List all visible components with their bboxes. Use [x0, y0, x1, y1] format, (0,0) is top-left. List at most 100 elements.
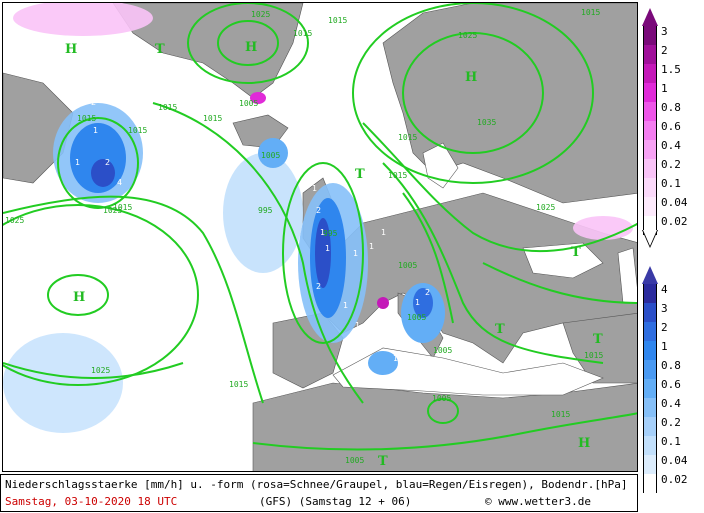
- isobar-label: 1025: [458, 31, 477, 40]
- legend-swatch: [643, 360, 657, 379]
- legend-label: 0.02: [661, 215, 688, 228]
- precip-value: 1: [369, 242, 374, 251]
- precip-value-labels: 2 1 1 2 4 1 1 2 1 1 1 2 1 1 2 1 1 1 1: [75, 89, 430, 363]
- legend-swatch: [643, 341, 657, 360]
- precip-value: 1: [343, 301, 348, 310]
- legend-swatch: [643, 455, 657, 474]
- isobar-label: 1015: [584, 351, 603, 360]
- isobar-label: 1015: [551, 410, 570, 419]
- caption-credit[interactable]: © www.wetter3.de: [485, 495, 591, 508]
- isobar-label: 1005: [345, 456, 364, 465]
- snow-legend: 3 2 1.5 1 0.8 0.6 0.4 0.2 0.1 0.04 0.02: [641, 8, 703, 248]
- precip-value: 2: [425, 288, 430, 297]
- precip-value: 1: [353, 249, 358, 258]
- isobar-label: 1015: [77, 114, 96, 123]
- isobar-label: 1025: [5, 216, 24, 225]
- isobar-label: 1015: [128, 126, 147, 135]
- mediterranean: [332, 347, 604, 396]
- legend-swatch: [643, 474, 657, 493]
- isobar-label: 1015: [293, 29, 312, 38]
- legend-label: 0.4: [661, 139, 681, 152]
- pressure-system-labels: H H H H H T T T T T T: [65, 40, 603, 469]
- high-label: H: [245, 40, 257, 55]
- precip-value: 1: [415, 298, 420, 307]
- legend-swatch: [643, 197, 657, 216]
- precip-value: 2: [316, 282, 321, 291]
- legend-label: 0.8: [661, 359, 681, 372]
- legend-label: 0.04: [661, 454, 688, 467]
- caption-panel: Niederschlagsstaerke [mm/h] u. -form (ro…: [0, 474, 638, 512]
- precip-value: 2: [105, 158, 110, 167]
- high-label: H: [578, 436, 590, 451]
- legend-swatch: [643, 26, 657, 45]
- isobar-label: 1025: [536, 203, 555, 212]
- caption-model: (GFS) (Samstag 12 + 06): [259, 495, 412, 508]
- map-canvas: H H H H H T T T T T T 1025 1015 1015 101…: [3, 3, 637, 471]
- isobar-label: 1005: [398, 261, 417, 270]
- isobar-label: 1015: [113, 203, 132, 212]
- isobar-label: 1025: [251, 10, 270, 19]
- precip-value: 1: [93, 126, 98, 135]
- isobar-label: 1035: [477, 118, 496, 127]
- legend-label: 1.5: [661, 63, 681, 76]
- greenland: [112, 3, 304, 99]
- low-label: T: [378, 454, 388, 469]
- caption-date: Samstag, 03-10-2020 18 UTC: [5, 495, 178, 508]
- precip-value: 4: [117, 178, 122, 187]
- isobar-label: 1025: [91, 366, 110, 375]
- legend-swatch: [643, 379, 657, 398]
- legend-swatch: [643, 45, 657, 64]
- legend-swatch: [643, 83, 657, 102]
- legend-label: 0.04: [661, 196, 688, 209]
- legend-swatch: [643, 303, 657, 322]
- legend-label: 0.4: [661, 397, 681, 410]
- isobar-label: 1005: [433, 346, 452, 355]
- precip-value: 2: [91, 98, 96, 107]
- isobar-label: 1005: [261, 151, 280, 160]
- legend-swatch: [643, 64, 657, 83]
- caspian-sea: [617, 247, 637, 304]
- legend-label: 0.8: [661, 101, 681, 114]
- legend-label: 0.02: [661, 473, 688, 486]
- legend-swatch: [643, 178, 657, 197]
- isobar-label: 995: [258, 206, 273, 215]
- high-label: H: [73, 290, 85, 305]
- isobar-label: 1005: [432, 394, 451, 403]
- low-label: T: [593, 332, 603, 347]
- legend-swatch: [643, 140, 657, 159]
- isobar-label: 1015: [203, 114, 222, 123]
- legend-label: 0.6: [661, 120, 681, 133]
- legend-label: 0.2: [661, 416, 681, 429]
- precip-value: 2: [316, 206, 321, 215]
- middle-east: [562, 312, 637, 384]
- low-label: T: [571, 245, 581, 260]
- legend-label: 0.1: [661, 435, 681, 448]
- isobar-label: 1015: [581, 8, 600, 17]
- legend-swatch: [643, 121, 657, 140]
- isobar-label: 1005: [407, 313, 426, 322]
- precip-value: 1: [355, 321, 360, 330]
- legend-arrow-up: [642, 8, 658, 26]
- legend-label: 0.6: [661, 378, 681, 391]
- legend-label: 2: [661, 321, 668, 334]
- legend-label: 1: [661, 82, 668, 95]
- europe: [322, 192, 637, 364]
- isobar-label: 1015: [158, 103, 177, 112]
- high-label: H: [465, 70, 477, 85]
- isobar-labels: 1025 1015 1015 1015 1015 1015 1005 1015 …: [5, 8, 603, 465]
- legend-label: 2: [661, 44, 668, 57]
- rain-legend: 4 3 2 1 0.8 0.6 0.4 0.2 0.1 0.04 0.02: [641, 266, 703, 493]
- isobar-label: 1015: [229, 380, 248, 389]
- isobar-label: 1015: [398, 133, 417, 142]
- low-label: T: [155, 42, 165, 57]
- legend-label: 3: [661, 302, 668, 315]
- isobar-label: 1025: [103, 206, 122, 215]
- precip-value: 1: [393, 354, 398, 363]
- precip-value: 1: [325, 244, 330, 253]
- legend-label: 0.1: [661, 177, 681, 190]
- isobars: [3, 3, 637, 451]
- precip-value: 1: [320, 228, 325, 237]
- isobar-label: 1015: [388, 171, 407, 180]
- scandinavia: [382, 3, 637, 204]
